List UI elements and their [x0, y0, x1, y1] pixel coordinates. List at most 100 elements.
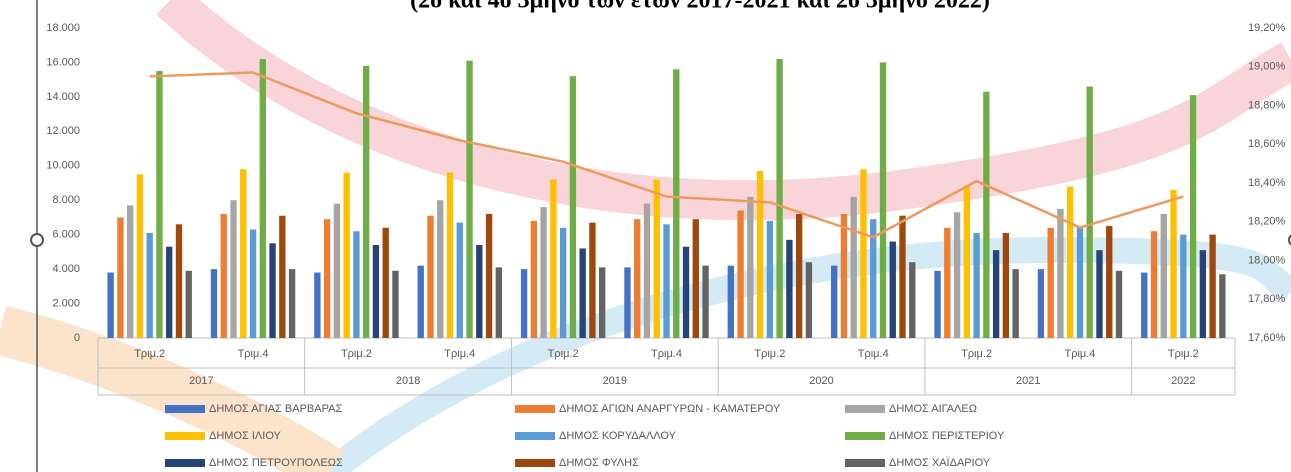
bar	[117, 217, 123, 338]
bar	[383, 228, 389, 338]
bar	[186, 271, 192, 338]
bar	[1077, 226, 1083, 338]
bar	[324, 219, 330, 338]
y-tick-label: 16.000	[46, 56, 80, 68]
bar	[156, 71, 162, 338]
bar	[392, 271, 398, 338]
bar	[1209, 235, 1215, 338]
bar	[260, 59, 266, 338]
bar	[860, 169, 866, 338]
bar	[624, 267, 630, 338]
legend-swatch	[845, 405, 885, 413]
bar	[1057, 209, 1063, 338]
legend-swatch	[165, 459, 205, 467]
bar	[457, 223, 463, 338]
y-tick-label: 4.000	[52, 263, 80, 275]
bar	[1161, 214, 1167, 338]
bar	[466, 61, 472, 338]
bar	[728, 266, 734, 338]
bar	[353, 231, 359, 338]
x-tick-label: Τριμ.4	[238, 348, 269, 360]
y-tick-label: 12.000	[46, 125, 80, 137]
bar	[673, 69, 679, 338]
bar	[1096, 250, 1102, 338]
legend-swatch	[515, 405, 555, 413]
bar	[1200, 250, 1206, 338]
bar	[786, 240, 792, 338]
bar	[343, 173, 349, 338]
bar	[418, 266, 424, 338]
legend-swatch	[515, 459, 555, 467]
bar	[589, 223, 595, 338]
y-tick-label: 14.000	[46, 91, 80, 103]
bar	[973, 233, 979, 338]
bar	[1116, 271, 1122, 338]
y2-tick-label: 18,00%	[1248, 254, 1286, 266]
y2-tick-label: 18,60%	[1248, 138, 1286, 150]
y-tick-label: 8.000	[52, 194, 80, 206]
x-group-label: 2018	[396, 375, 420, 387]
x-group-label: 2019	[603, 375, 627, 387]
bar	[757, 171, 763, 338]
bar	[599, 267, 605, 338]
y-tick-label: 0	[74, 332, 80, 344]
legend-label: ΔΗΜΟΣ ΑΓΙΩΝ ΑΝΑΡΓΥΡΩΝ - ΚΑΜΑΤΕΡΟΥ	[559, 403, 781, 415]
bar	[540, 207, 546, 338]
bar	[899, 216, 905, 338]
bar	[644, 204, 650, 338]
bar	[176, 224, 182, 338]
legend-label: ΔΗΜΟΣ ΠΕΤΡΟΥΠΟΛΕΩΣ	[209, 457, 343, 469]
bar	[683, 247, 689, 338]
x-tick-label: Τριμ.4	[651, 348, 682, 360]
bar	[934, 271, 940, 338]
legend-swatch	[845, 432, 885, 440]
y2-tick-label: 19,00%	[1248, 61, 1286, 73]
bar	[663, 224, 669, 338]
bar	[1219, 274, 1225, 338]
bar	[737, 211, 743, 338]
bar	[221, 214, 227, 338]
x-tick-label: Τριμ.2	[1168, 348, 1199, 360]
bar	[269, 243, 275, 338]
y-tick-label: 10.000	[46, 160, 80, 172]
bar	[909, 262, 915, 338]
x-tick-label: Τριμ.2	[134, 348, 165, 360]
bar	[211, 269, 217, 338]
x-group-label: 2021	[1016, 375, 1040, 387]
y2-tick-label: 18,40%	[1248, 177, 1286, 189]
legend-label: ΔΗΜΟΣ ΧΑΪΔΑΡΙΟΥ	[889, 457, 991, 469]
bar	[314, 273, 320, 338]
bar	[531, 221, 537, 338]
x-tick-label: Τριμ.2	[754, 348, 785, 360]
x-tick-label: Τριμ.2	[341, 348, 372, 360]
bar	[570, 76, 576, 338]
bar	[550, 180, 556, 338]
bar	[1141, 273, 1147, 338]
y2-tick-label: 17,80%	[1248, 293, 1286, 305]
bar	[1106, 226, 1112, 338]
bar	[166, 247, 172, 338]
legend-label: ΔΗΜΟΣ ΦΥΛΗΣ	[559, 457, 639, 469]
y2-tick-label: 17,60%	[1248, 332, 1286, 344]
bar	[427, 216, 433, 338]
handle	[31, 234, 43, 246]
bar	[107, 273, 113, 338]
bar	[983, 92, 989, 338]
legend-label: ΔΗΜΟΣ ΑΓΙΑΣ ΒΑΡΒΑΡΑΣ	[209, 403, 342, 415]
y2-tick-label: 19,20%	[1248, 22, 1286, 34]
bar	[279, 216, 285, 338]
bar	[702, 266, 708, 338]
bar	[1190, 95, 1196, 338]
bar	[1047, 228, 1053, 338]
bar	[634, 219, 640, 338]
chart-title: (2ο και 4ο 3μηνο των ετών 2017-2021 και …	[410, 0, 990, 14]
legend-swatch	[845, 459, 885, 467]
bar	[747, 197, 753, 338]
bar	[1180, 235, 1186, 338]
bar	[1003, 233, 1009, 338]
bar	[250, 230, 256, 339]
bar	[1012, 269, 1018, 338]
legend-swatch	[165, 432, 205, 440]
bar	[476, 245, 482, 338]
legend-swatch	[515, 432, 555, 440]
